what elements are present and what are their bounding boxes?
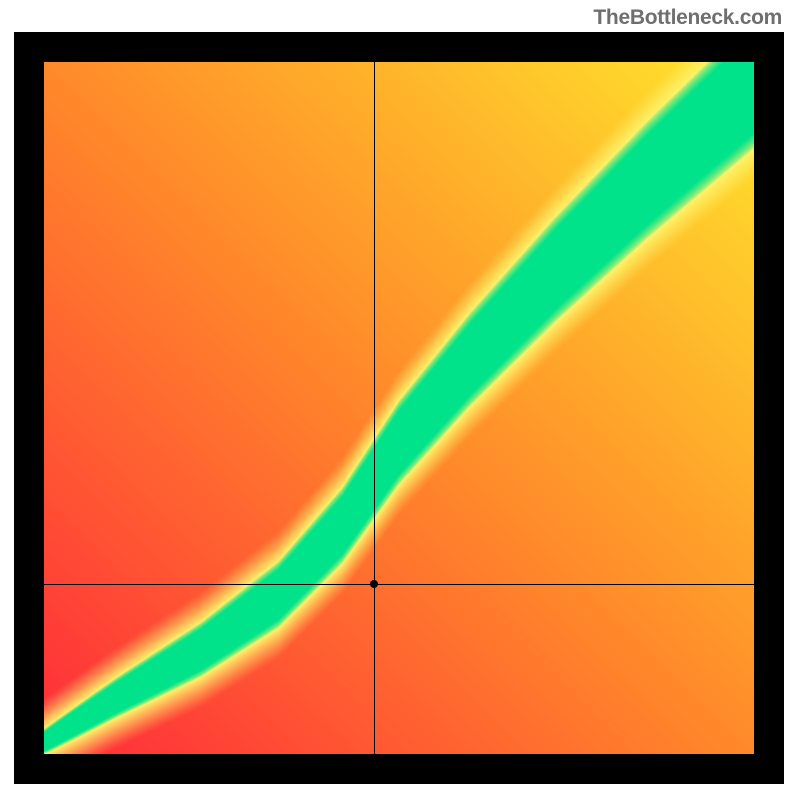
heatmap-canvas (44, 62, 754, 754)
heatmap-plot (44, 62, 754, 754)
chart-container: TheBottleneck.com (0, 0, 800, 800)
watermark-text: TheBottleneck.com (593, 6, 782, 30)
crosshair-horizontal (44, 584, 754, 585)
chart-frame (14, 32, 784, 784)
crosshair-vertical (374, 62, 375, 754)
crosshair-marker (370, 580, 378, 588)
